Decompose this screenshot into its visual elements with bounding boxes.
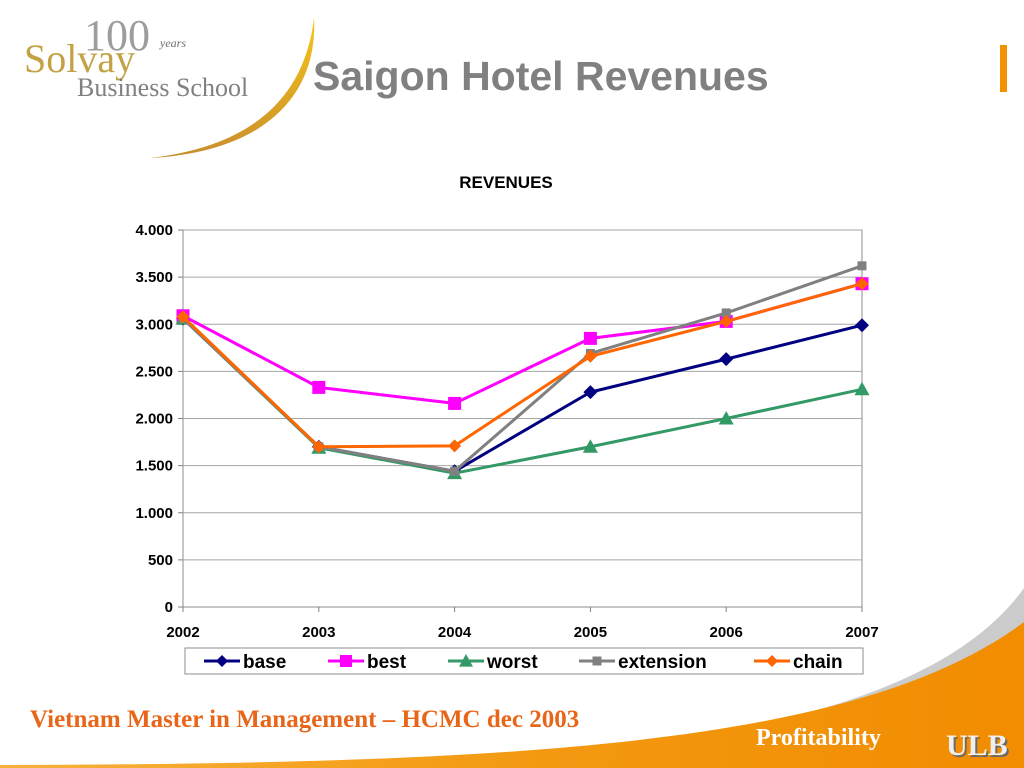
x-tick-label: 2005	[574, 624, 607, 641]
revenues-chart: REVENUES 0 500 1.000 1.500 2.000 2.500 3.000 3.…	[135, 173, 879, 675]
footer-course-text: Vietnam Master in Management – HCMC dec …	[30, 706, 579, 733]
series-base-point	[855, 318, 869, 333]
series-extension-point	[721, 308, 731, 318]
y-tick-label: 1.500	[135, 458, 173, 475]
legend-label: extension	[618, 652, 707, 673]
legend-label: chain	[793, 652, 843, 673]
y-tick-label: 2.000	[135, 411, 173, 428]
legend: base best worst extension chain	[184, 647, 864, 675]
series-chain-point	[448, 439, 462, 453]
orange-swoosh-band	[0, 622, 1024, 768]
series-chain-point	[312, 440, 326, 454]
logo-anniversary-number: 100	[84, 11, 150, 60]
series-chain-point	[583, 349, 597, 363]
series-chain-point	[855, 277, 869, 291]
chart-series	[175, 261, 870, 480]
legend-swatch-marker	[340, 655, 352, 667]
legend-item-worst: worst	[448, 652, 538, 673]
x-tick-label: 2003	[302, 624, 335, 641]
y-tick-label: 0	[165, 599, 173, 616]
series-extension-point	[857, 261, 867, 271]
y-tick-label: 500	[148, 552, 173, 569]
series-worst-point	[718, 411, 734, 425]
legend-item-extension: extension	[579, 652, 707, 673]
chart-axes: 0 500 1.000 1.500 2.000 2.500 3.000 3.500 4.000 2…	[135, 222, 878, 641]
x-tick-label: 2002	[166, 624, 199, 641]
series-base-point	[719, 352, 734, 367]
series-extension-point	[450, 466, 460, 476]
y-tick-label: 1.000	[135, 505, 173, 522]
series-base-point	[583, 385, 598, 400]
page-title: Saigon Hotel Revenues	[313, 53, 769, 99]
legend-swatch-marker	[216, 655, 228, 667]
series-chain-line	[181, 282, 863, 449]
legend-item-base: base	[204, 652, 286, 673]
school-logo: 100 years Solvay Business School	[24, 11, 315, 158]
bottom-decoration	[0, 588, 1024, 768]
series-best-point	[448, 396, 462, 410]
legend-label: best	[367, 652, 407, 673]
legend-swatch-marker	[766, 655, 778, 667]
series-best-point	[312, 380, 326, 394]
x-tick-label: 2004	[438, 624, 472, 641]
legend-label: base	[243, 652, 286, 673]
series-best-point	[583, 331, 597, 345]
series-worst-point	[854, 381, 870, 396]
logo-name: Solvay	[24, 36, 135, 81]
series-chain	[176, 277, 869, 454]
accent-bar	[1000, 45, 1007, 92]
y-tick-label: 3.000	[135, 316, 173, 333]
y-tick-label: 3.500	[135, 269, 173, 286]
legend-swatch-marker	[592, 656, 602, 666]
legend-box	[184, 647, 864, 675]
y-tick-label: 2.500	[135, 363, 173, 380]
series-worst-point	[582, 439, 598, 453]
legend-item-chain: chain	[754, 652, 843, 673]
legend-label: worst	[486, 652, 538, 673]
university-logo-shadow: ULB	[948, 731, 1010, 764]
chart-title: REVENUES	[459, 173, 553, 192]
logo-anniversary-word: years	[159, 36, 186, 50]
legend-swatch-marker	[459, 654, 473, 667]
series-chain-point	[176, 310, 190, 324]
legend-item-best: best	[328, 652, 407, 673]
section-label: Profitability	[756, 725, 881, 751]
x-tick-label: 2006	[710, 624, 743, 641]
logo-subtitle: Business School	[77, 73, 248, 102]
x-tick-label: 2007	[845, 624, 878, 641]
series-chain-point	[719, 314, 733, 328]
y-tick-label: 4.000	[135, 222, 173, 239]
university-logo: ULB ULB	[946, 729, 1010, 764]
university-logo-text: ULB	[946, 729, 1008, 762]
